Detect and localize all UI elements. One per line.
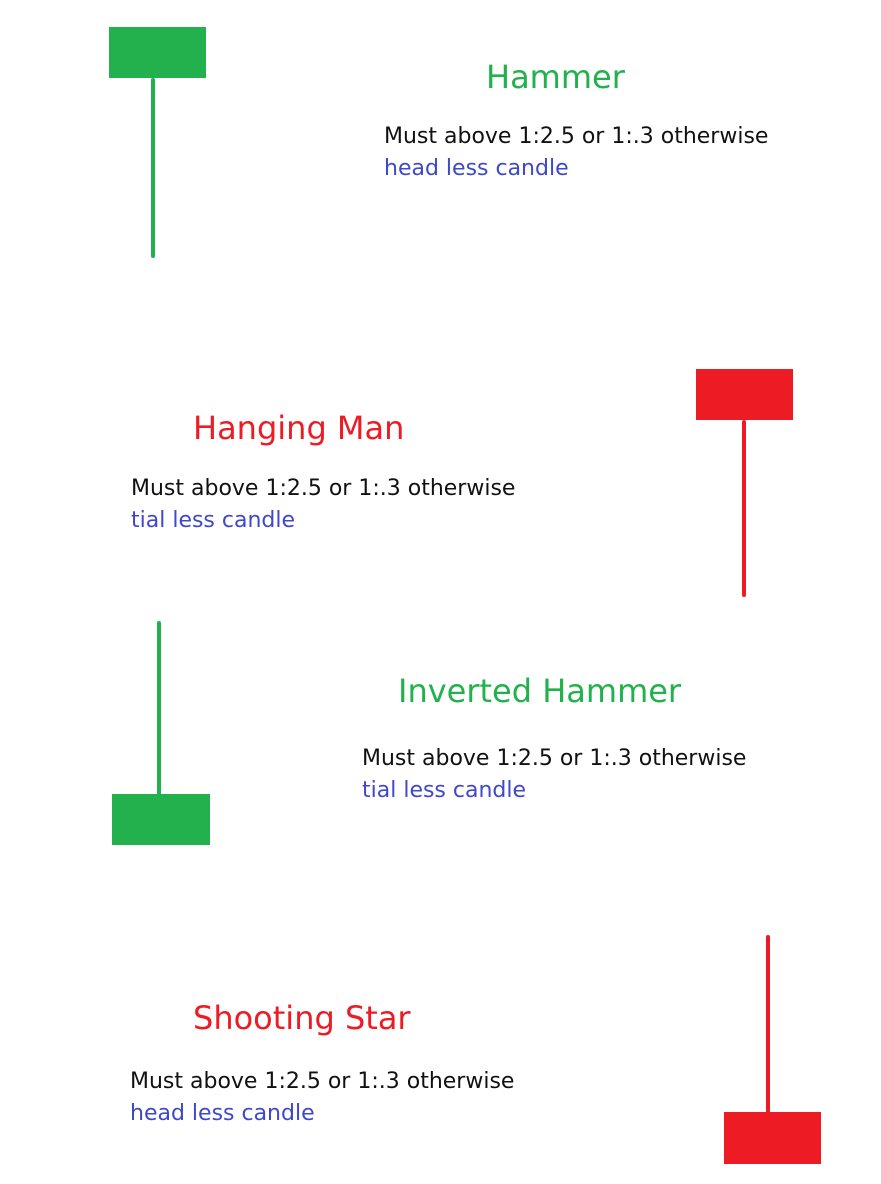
- shooting-star-candle-body: [724, 1112, 821, 1164]
- inverted-hammer-candle-wick: [157, 621, 161, 795]
- hanging-man-note-text: tial less candle: [131, 508, 296, 533]
- hammer-rule-text: Must above 1:2.5 or 1:.3 otherwise: [384, 124, 769, 149]
- hammer-title: Hammer: [486, 58, 625, 96]
- shooting-star-title: Shooting Star: [193, 999, 411, 1037]
- inverted-hammer-note-text: tial less candle: [362, 778, 527, 803]
- shooting-star-candle-wick: [766, 935, 770, 1113]
- inverted-hammer-title: Inverted Hammer: [398, 672, 682, 710]
- shooting-star-rule-text: Must above 1:2.5 or 1:.3 otherwise: [130, 1069, 515, 1094]
- hammer-candle-wick: [151, 78, 155, 258]
- hammer-candle-body: [109, 27, 206, 78]
- inverted-hammer-candle-body: [112, 794, 210, 845]
- hanging-man-candle-wick: [742, 420, 746, 597]
- hammer-note-text: head less candle: [384, 156, 569, 181]
- hanging-man-candle-body: [696, 369, 793, 420]
- hanging-man-rule-text: Must above 1:2.5 or 1:.3 otherwise: [131, 476, 516, 501]
- shooting-star-note-text: head less candle: [130, 1101, 315, 1126]
- inverted-hammer-rule-text: Must above 1:2.5 or 1:.3 otherwise: [362, 746, 747, 771]
- hanging-man-title: Hanging Man: [193, 409, 405, 447]
